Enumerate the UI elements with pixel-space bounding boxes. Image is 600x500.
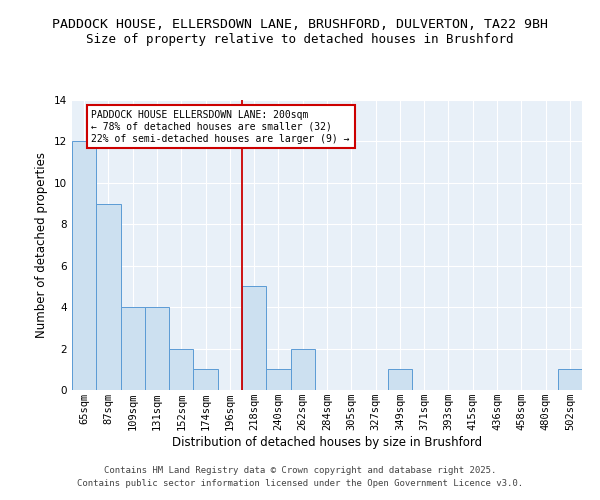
Bar (145, 307, 169, 390)
Bar (72, 142, 96, 390)
Bar (121, 307, 145, 390)
Bar (558, 370, 582, 390)
X-axis label: Distribution of detached houses by size in Brushford: Distribution of detached houses by size … (172, 436, 482, 449)
Bar (193, 370, 218, 390)
Text: PADDOCK HOUSE ELLERSDOWN LANE: 200sqm
← 78% of detached houses are smaller (32)
: PADDOCK HOUSE ELLERSDOWN LANE: 200sqm ← … (91, 110, 350, 144)
Bar (266, 370, 290, 390)
Bar (96, 204, 121, 390)
Text: Size of property relative to detached houses in Brushford: Size of property relative to detached ho… (86, 32, 514, 46)
Y-axis label: Number of detached properties: Number of detached properties (35, 152, 49, 338)
Bar (388, 370, 412, 390)
Bar (290, 348, 315, 390)
Text: Contains HM Land Registry data © Crown copyright and database right 2025.
Contai: Contains HM Land Registry data © Crown c… (77, 466, 523, 487)
Bar (242, 286, 266, 390)
Text: PADDOCK HOUSE, ELLERSDOWN LANE, BRUSHFORD, DULVERTON, TA22 9BH: PADDOCK HOUSE, ELLERSDOWN LANE, BRUSHFOR… (52, 18, 548, 30)
Bar (169, 348, 193, 390)
